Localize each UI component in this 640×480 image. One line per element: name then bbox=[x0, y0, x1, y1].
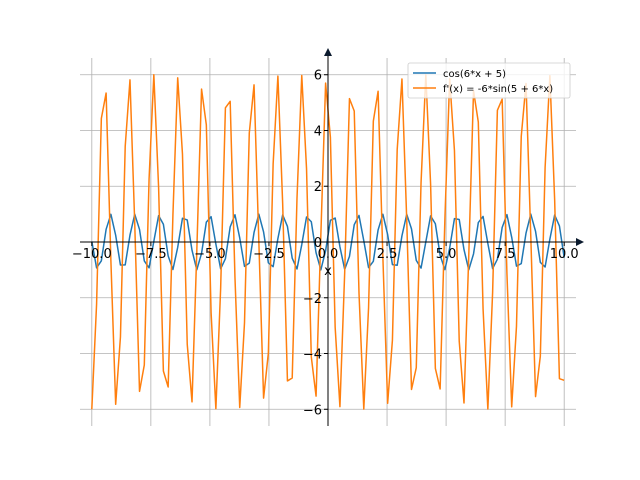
legend: cos(6*x + 5) f'(x) = -6*sin(5 + 6*x) bbox=[407, 62, 571, 99]
y-tick-label: 6 bbox=[314, 69, 322, 84]
y-tick-label: −2 bbox=[303, 292, 322, 307]
y-tick-label: 4 bbox=[314, 124, 322, 139]
y-tick-label: −6 bbox=[303, 403, 322, 418]
x-tick-label: 0.0 bbox=[318, 247, 339, 262]
x-tick-label: 7.5 bbox=[495, 247, 516, 262]
x-tick-label: 10.0 bbox=[550, 247, 579, 262]
x-tick-label: 5.0 bbox=[436, 247, 457, 262]
x-tick-label: −7.5 bbox=[135, 247, 167, 262]
legend-label-2: f'(x) = -6*sin(5 + 6*x) bbox=[443, 84, 553, 95]
legend-label-1: cos(6*x + 5) bbox=[443, 69, 506, 80]
x-tick-label: 2.5 bbox=[377, 247, 398, 262]
x-tick-label: −2.5 bbox=[253, 247, 285, 262]
x-tick-label: −10.0 bbox=[72, 247, 112, 262]
y-tick-label: 2 bbox=[314, 180, 322, 195]
y-tick-label: 0 bbox=[314, 236, 322, 251]
x-axis-arrow bbox=[576, 238, 584, 246]
ticks: −10.0 −7.5 −5.0 −2.5 0.0 2.5 5.0 7.5 10.0 −6 −4 −2 0… bbox=[72, 69, 579, 419]
y-axis-arrow bbox=[324, 48, 332, 56]
y-tick-label: −4 bbox=[303, 348, 322, 363]
x-axis-label: x bbox=[324, 264, 332, 279]
axes bbox=[80, 48, 584, 426]
x-tick-label: −5.0 bbox=[194, 247, 226, 262]
legend-box bbox=[407, 62, 571, 99]
